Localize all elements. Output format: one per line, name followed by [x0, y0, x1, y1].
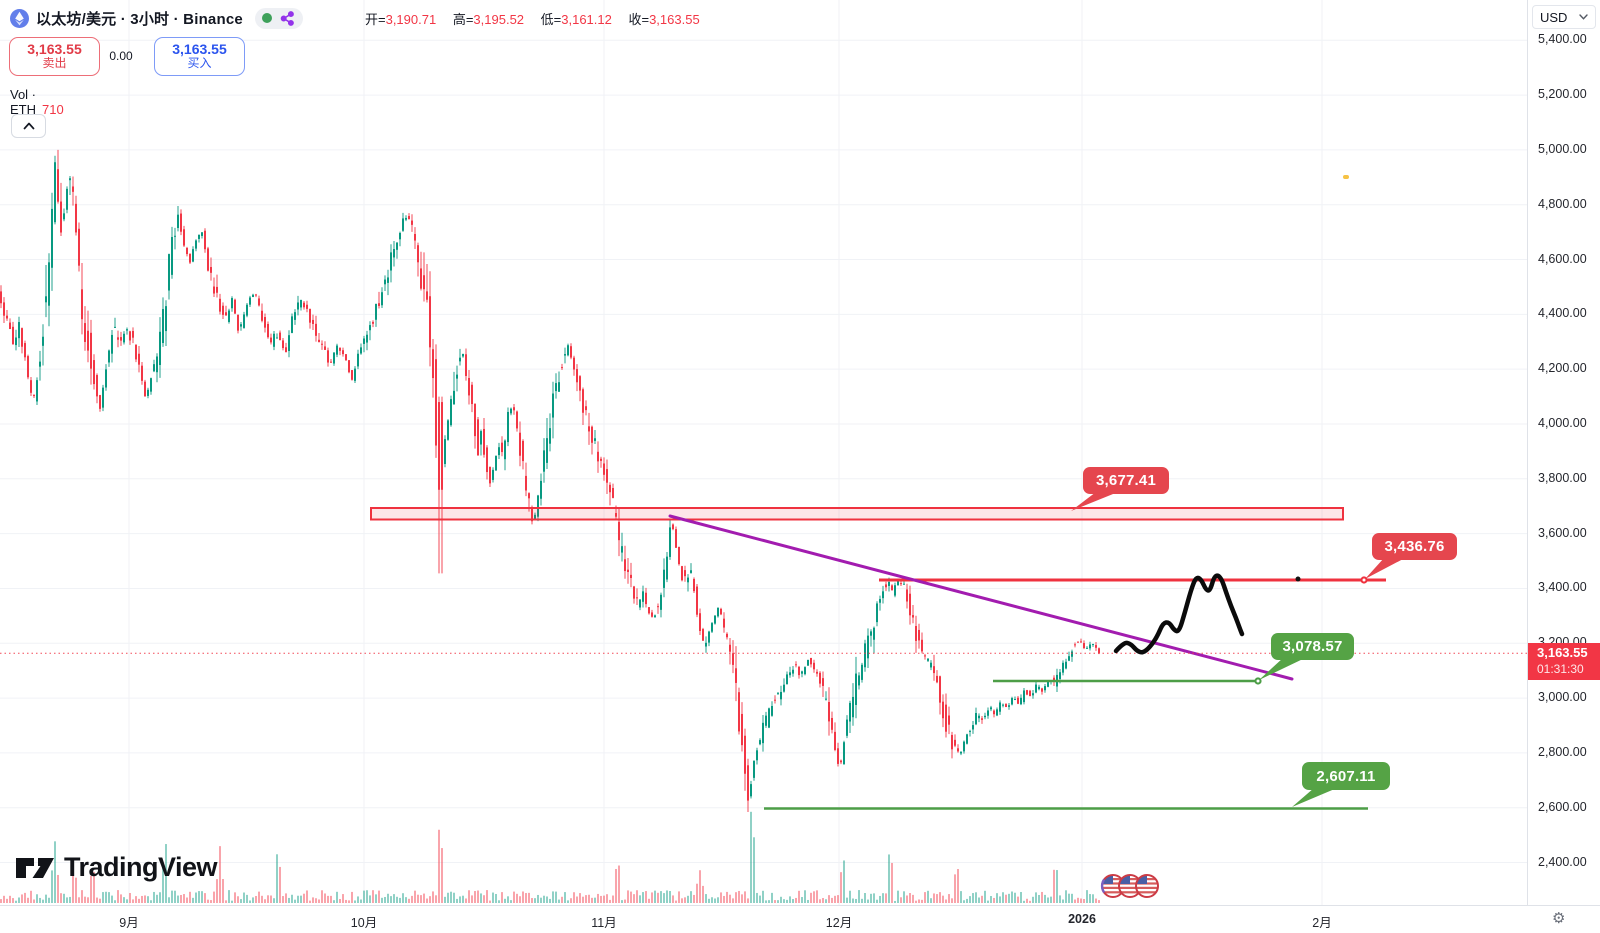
price-tick-label: 3,400.00	[1538, 580, 1587, 595]
close-label: 收=	[628, 12, 650, 27]
volume-label: Vol · ETH	[10, 87, 37, 117]
price-tick-label: 2,800.00	[1538, 744, 1587, 759]
price-tick-label: 2,400.00	[1538, 854, 1587, 869]
open-value: 3,190.71	[385, 12, 437, 27]
low-label: 低=	[540, 12, 562, 27]
sell-label: 卖出	[42, 56, 67, 71]
close-value: 3,163.55	[649, 12, 700, 27]
tradingview-logo-icon	[16, 857, 54, 878]
lower-support-price-label[interactable]: 2,607.11	[1302, 762, 1390, 790]
price-tick-label: 4,800.00	[1538, 196, 1587, 211]
time-tick-label: 2026	[1068, 912, 1096, 926]
us-flag-icon	[1135, 874, 1159, 898]
last-price-badge: 3,163.55 01:31:30	[1528, 643, 1600, 681]
currency-dropdown[interactable]: USD	[1532, 5, 1596, 29]
low-value: 3,161.12	[561, 12, 612, 27]
price-tick-label: 5,200.00	[1538, 87, 1587, 102]
share-nodes-icon[interactable]	[279, 10, 296, 27]
currency-label: USD	[1540, 9, 1568, 25]
sell-price: 3,163.55	[27, 41, 82, 58]
price-tick-label: 2,600.00	[1538, 799, 1587, 814]
eth-symbol-icon	[10, 8, 29, 28]
axis-settings-gear-icon[interactable]: ⚙	[1552, 909, 1566, 927]
chevron-down-icon	[1579, 14, 1588, 20]
price-tick-label: 3,600.00	[1538, 525, 1587, 540]
price-axis[interactable]: USD 3,163.55 01:31:30 5,400.00 5,200.00 5,…	[1527, 0, 1600, 905]
time-tick-label: 12月	[825, 916, 853, 930]
collapse-panel-button[interactable]	[11, 114, 46, 138]
price-level-text: 3,078.57	[1282, 638, 1343, 655]
volume-value: 710	[42, 102, 64, 117]
price-level-text: 2,607.11	[1316, 767, 1376, 785]
price-tick-label: 4,400.00	[1538, 306, 1587, 321]
buy-button[interactable]: 3,163.55 买入	[154, 36, 245, 76]
symbol-title[interactable]: 以太坊/美元 · 3小时 · Binance	[36, 10, 243, 28]
tradingview-watermark[interactable]: TradingView	[15, 852, 218, 883]
price-tick-label: 3,800.00	[1538, 470, 1587, 485]
buy-label: 买入	[187, 56, 212, 71]
price-tick-label: 5,400.00	[1538, 32, 1587, 47]
support-line-price-label[interactable]: 3,078.57	[1271, 633, 1354, 660]
time-tick-label: 10月	[350, 916, 378, 930]
time-tick-label: 9月	[119, 916, 139, 930]
bar-countdown: 01:31:30	[1537, 662, 1584, 677]
symbol-status-pill[interactable]	[254, 7, 303, 29]
high-label: 高=	[452, 12, 474, 27]
price-tick-label: 4,200.00	[1538, 361, 1587, 376]
last-price-value: 3,163.55	[1537, 645, 1588, 661]
resistance-line-price-label[interactable]: 3,436.76	[1372, 533, 1457, 560]
price-tick-label: 3,000.00	[1538, 690, 1587, 705]
time-axis[interactable]: ⚙ 9月 10月 11月 12月 2026 2月	[0, 905, 1600, 933]
us-flag-icon	[1100, 874, 1125, 898]
ohlc-readout: 开=3,190.71 高=3,195.52 低=3,161.12 收=3,163…	[365, 9, 713, 28]
spread-value: 0.00	[109, 49, 133, 63]
buy-price: 3,163.55	[172, 41, 227, 58]
tradingview-watermark-text: TradingView	[64, 852, 218, 882]
sell-button[interactable]: 3,163.55 卖出	[9, 36, 100, 76]
price-tick-label: 4,600.00	[1538, 251, 1587, 266]
market-status-dot-icon	[261, 13, 272, 23]
price-level-text: 3,436.76	[1384, 538, 1445, 555]
chevron-up-icon	[23, 122, 34, 130]
open-label: 开=	[365, 12, 386, 27]
economic-events-us-flag-icons[interactable]	[1100, 872, 1162, 900]
price-tick-label: 4,000.00	[1538, 415, 1587, 430]
resistance-zone-price-label[interactable]: 3,677.41	[1083, 467, 1169, 494]
price-level-text: 3,677.41	[1096, 472, 1156, 489]
drawing-yellow-mark	[1343, 175, 1349, 179]
price-chart-canvas[interactable]	[0, 0, 1527, 905]
time-tick-label: 2月	[1312, 916, 1332, 930]
time-tick-label: 11月	[591, 916, 617, 930]
high-value: 3,195.52	[473, 12, 525, 27]
volume-indicator-legend: Vol · ETH 710	[10, 87, 64, 117]
price-tick-label: 5,000.00	[1538, 141, 1587, 156]
